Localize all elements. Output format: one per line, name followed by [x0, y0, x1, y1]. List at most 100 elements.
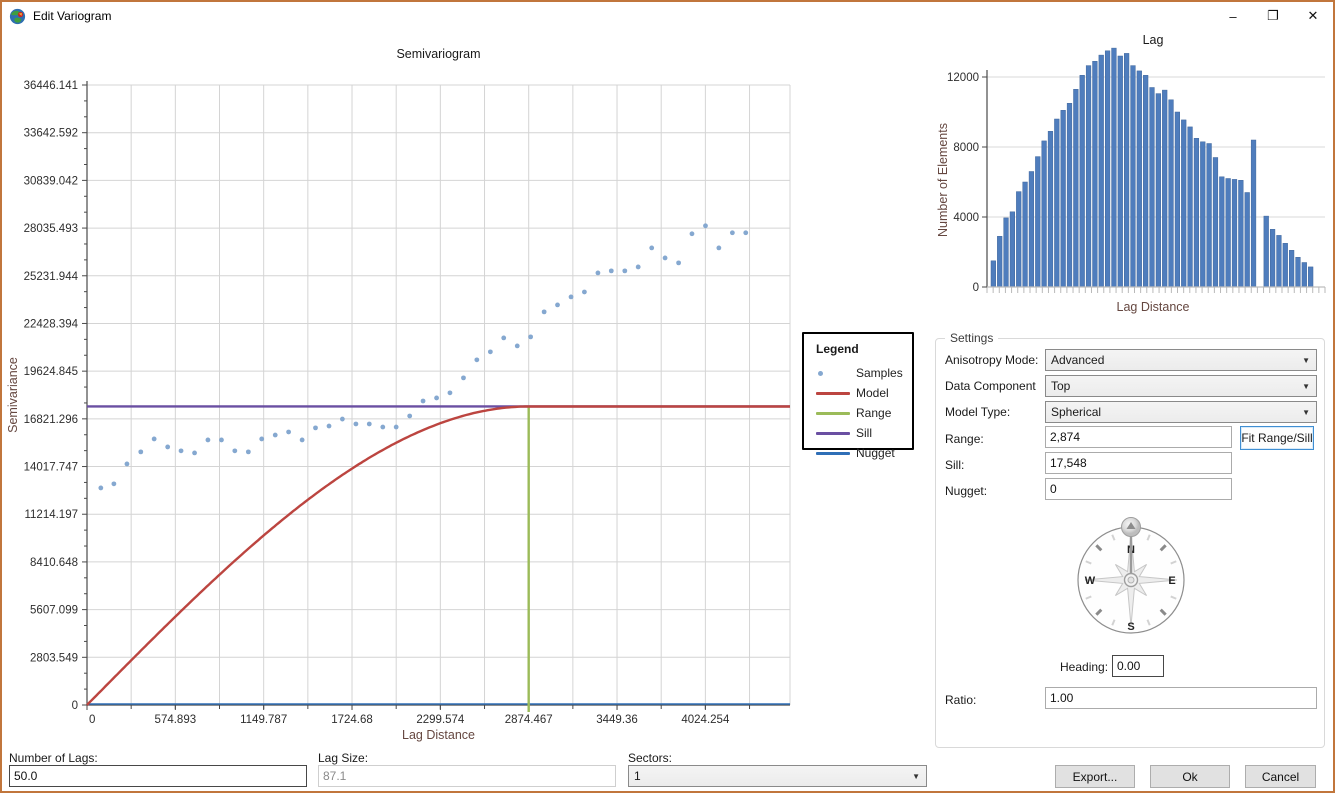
number-of-lags-input[interactable]: [9, 765, 307, 787]
lag-size-input[interactable]: [318, 765, 616, 787]
close-button[interactable]: ✕: [1307, 8, 1319, 23]
semivariogram-title: Semivariogram: [396, 47, 480, 61]
ratio-input[interactable]: [1045, 687, 1317, 709]
svg-text:1724.68: 1724.68: [331, 714, 373, 726]
lag-size-label: Lag Size:: [318, 751, 369, 765]
model-type-select[interactable]: Spherical ▼: [1045, 401, 1317, 423]
svg-text:28035.493: 28035.493: [24, 223, 78, 235]
svg-text:8410.648: 8410.648: [30, 557, 78, 569]
svg-text:8000: 8000: [953, 142, 979, 154]
data-component-value: Top: [1051, 379, 1071, 393]
legend-line-icon: [816, 411, 850, 415]
svg-text:11214.197: 11214.197: [24, 509, 78, 521]
svg-text:0: 0: [89, 714, 95, 726]
svg-text:3449.36: 3449.36: [596, 714, 638, 726]
heading-label: Heading:: [1060, 660, 1109, 674]
svg-text:30839.042: 30839.042: [24, 175, 78, 187]
svg-text:2803.549: 2803.549: [30, 652, 78, 664]
nugget-input[interactable]: [1045, 478, 1232, 500]
cancel-button[interactable]: Cancel: [1245, 765, 1316, 788]
anisotropy-mode-value: Advanced: [1051, 353, 1105, 367]
hist-y-axis-title: Number of Elements: [936, 123, 950, 237]
window-controls: – ❐ ✕: [1213, 2, 1333, 30]
legend-item-samples: Samples: [816, 363, 912, 383]
data-component-label: Data Component: [945, 379, 1036, 393]
range-input[interactable]: [1045, 426, 1232, 448]
svg-text:0: 0: [973, 282, 979, 294]
compass-control: N E S W: [1077, 517, 1185, 634]
heading-input[interactable]: [1112, 655, 1164, 677]
range-label: Range:: [945, 432, 984, 446]
svg-text:19624.845: 19624.845: [24, 366, 78, 378]
model-type-label: Model Type:: [945, 405, 1011, 419]
legend-dot-icon: [818, 370, 823, 376]
anisotropy-mode-label: Anisotropy Mode:: [945, 353, 1039, 367]
lag-title: Lag: [1143, 33, 1164, 47]
semivariogram-chart[interactable]: 0 574.893 1149.787 1724.68 2299.574 2874.467 3…: [2, 30, 934, 755]
model-line: [86, 405, 790, 706]
app-globe-icon: [9, 8, 26, 24]
legend-line-icon: [816, 451, 850, 455]
svg-text:4000: 4000: [953, 212, 979, 224]
hist-x-axis-title: Lag Distance: [1117, 300, 1190, 314]
model-type-value: Spherical: [1051, 405, 1102, 419]
number-of-lags-label: Number of Lags:: [9, 751, 98, 765]
sectors-label: Sectors:: [628, 751, 673, 765]
chevron-down-icon: ▼: [912, 772, 920, 781]
sectors-value: 1: [634, 769, 641, 783]
legend-line-icon: [816, 391, 850, 395]
legend-item-model: Model: [816, 383, 912, 403]
svg-text:574.893: 574.893: [155, 714, 197, 726]
legend-item-range: Range: [816, 403, 912, 423]
legend-item-nugget: Nugget: [816, 443, 912, 463]
minimize-button[interactable]: –: [1229, 8, 1237, 24]
sectors-select[interactable]: 1 ▼: [628, 765, 927, 787]
legend: Legend Samples Model Range Sill Nugget: [802, 332, 914, 460]
chevron-down-icon: ▼: [1302, 382, 1310, 391]
gridlines: [87, 84, 791, 705]
sill-input[interactable]: [1045, 452, 1232, 474]
compass-needle[interactable]: [1121, 517, 1141, 588]
fit-range-sill-button[interactable]: Fit Range/Sill: [1240, 426, 1314, 450]
chevron-down-icon: ▼: [1302, 356, 1310, 365]
legend-title: Legend: [816, 342, 859, 356]
chevron-down-icon: ▼: [1302, 408, 1310, 417]
svg-text:2874.467: 2874.467: [505, 714, 553, 726]
svg-text:0: 0: [72, 700, 78, 712]
export-button[interactable]: Export...: [1055, 765, 1135, 788]
x-axis-title: Lag Distance: [402, 728, 475, 742]
compass-west-label: W: [1085, 575, 1096, 587]
ratio-label: Ratio:: [945, 693, 977, 707]
svg-text:36446.141: 36446.141: [24, 80, 78, 92]
legend-items: Samples Model Range Sill Nugget: [816, 363, 912, 463]
title-bar: Edit Variogram – ❐ ✕: [2, 2, 1333, 30]
legend-item-sill: Sill: [816, 423, 912, 443]
svg-text:22428.394: 22428.394: [24, 318, 79, 330]
hist-axis-ticks: [982, 76, 1326, 293]
y-axis-title: Semivariance: [6, 357, 20, 433]
axis-ticks: [82, 84, 751, 710]
svg-text:16821.296: 16821.296: [24, 414, 78, 426]
svg-text:25231.944: 25231.944: [24, 271, 79, 283]
svg-text:1149.787: 1149.787: [240, 714, 287, 726]
settings-group: [935, 338, 1325, 748]
legend-line-icon: [816, 431, 850, 435]
settings-group-label: Settings: [945, 331, 999, 345]
svg-text:33642.592: 33642.592: [24, 128, 78, 140]
maximize-button[interactable]: ❐: [1267, 8, 1279, 23]
svg-text:2299.574: 2299.574: [416, 714, 465, 726]
ok-button[interactable]: Ok: [1150, 765, 1230, 788]
samples-points: [98, 223, 749, 491]
svg-text:14017.747: 14017.747: [24, 462, 78, 474]
compass-east-label: E: [1168, 575, 1175, 587]
lag-histogram-chart: 0 4000 8000 12000 Lag Lag Distance Number of E…: [936, 33, 1326, 314]
data-component-select[interactable]: Top ▼: [1045, 375, 1317, 397]
anisotropy-mode-select[interactable]: Advanced ▼: [1045, 349, 1317, 371]
window-title: Edit Variogram: [33, 9, 112, 23]
nugget-label: Nugget:: [945, 484, 988, 498]
svg-text:4024.254: 4024.254: [681, 714, 730, 726]
svg-text:12000: 12000: [947, 72, 979, 84]
histogram-bars: [990, 47, 1314, 288]
compass-south-label: S: [1127, 621, 1134, 633]
